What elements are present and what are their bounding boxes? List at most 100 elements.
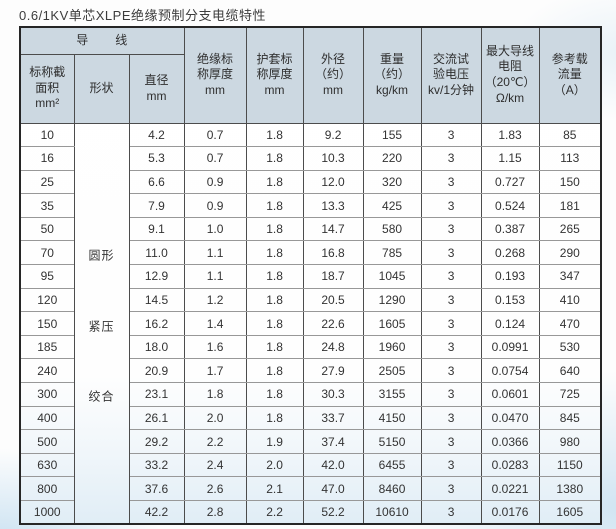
- cell-outer-diameter: 24.8: [302, 334, 364, 360]
- cell-weight: 785: [362, 240, 422, 266]
- cell-test-voltage: 3: [420, 452, 482, 478]
- cell-ampacity: 1605: [538, 500, 602, 525]
- cell-test-voltage: 3: [420, 358, 482, 384]
- cell-outer-diameter: 18.7: [302, 264, 364, 289]
- cell-diameter: 26.1: [128, 405, 185, 431]
- cell-resistance: 0.0991: [480, 334, 540, 360]
- table-row: 70 11.0 1.1 1.8 16.8 785 3 0.268 290: [19, 240, 602, 266]
- cell-diameter: 4.2: [128, 122, 185, 148]
- cell-area: 70: [19, 240, 75, 266]
- cell-area: 400: [19, 405, 75, 431]
- cell-sheath-thickness: 1.8: [245, 216, 304, 242]
- table-row: 500 29.2 2.2 1.9 37.4 5150 3 0.0366 980: [19, 429, 602, 454]
- cell-sheath-thickness: 1.8: [245, 382, 304, 407]
- cell-insulation-thickness: 0.9: [183, 193, 247, 218]
- table-row: 95 12.9 1.1 1.8 18.7 1045 3 0.193 347: [19, 264, 602, 289]
- cell-ampacity: 290: [538, 240, 602, 266]
- cell-ampacity: 265: [538, 216, 602, 242]
- table-row: 25 6.6 0.9 1.8 12.0 320 3 0.727 150: [19, 169, 602, 195]
- shape-label: 圆形: [88, 248, 115, 263]
- cell-diameter: 29.2: [128, 429, 185, 454]
- cell-diameter: 5.3: [128, 146, 185, 171]
- cell-insulation-thickness: 2.6: [183, 476, 247, 501]
- cell-weight: 3155: [362, 382, 422, 407]
- shape-label: 紧压: [88, 319, 115, 334]
- table-row: 630 33.2 2.4 2.0 42.0 6455 3 0.0283 1150: [19, 452, 602, 478]
- cell-outer-diameter: 20.5: [302, 287, 364, 313]
- header-ampacity: 参考载 流量 （A）: [538, 26, 602, 124]
- cell-test-voltage: 3: [420, 264, 482, 289]
- cell-resistance: 0.193: [480, 264, 540, 289]
- cell-area: 16: [19, 146, 75, 171]
- cell-area: 95: [19, 264, 75, 289]
- cell-ampacity: 1380: [538, 476, 602, 501]
- spec-table: 导 线 绝缘标 称厚度 mm 护套标 称厚度 mm 外径 （约） mm 重量 （…: [19, 26, 603, 526]
- cell-area: 500: [19, 429, 75, 454]
- cell-outer-diameter: 9.2: [302, 122, 364, 148]
- header-sheath-thickness: 护套标 称厚度 mm: [245, 26, 304, 124]
- table-body: 10 圆形 紧压 绞合 4.2 0.7 1.8 9.2 155 3 1.83 85 16 5.3 0.7 1.…: [19, 122, 602, 525]
- table-row: 185 18.0 1.6 1.8 24.8 1960 3 0.0991 530: [19, 334, 602, 360]
- cell-ampacity: 845: [538, 405, 602, 431]
- cell-resistance: 0.387: [480, 216, 540, 242]
- cell-weight: 8460: [362, 476, 422, 501]
- cell-test-voltage: 3: [420, 193, 482, 218]
- cell-outer-diameter: 10.3: [302, 146, 364, 171]
- cell-diameter: 18.0: [128, 334, 185, 360]
- cell-area: 150: [19, 311, 75, 336]
- cell-ampacity: 530: [538, 334, 602, 360]
- cell-ampacity: 113: [538, 146, 602, 171]
- cell-shape-merged: 圆形 紧压 绞合: [73, 122, 130, 525]
- cell-insulation-thickness: 2.8: [183, 500, 247, 525]
- header-row-sub: 标称截 面积 mm² 形状 直径 mm: [19, 53, 601, 124]
- cell-resistance: 0.268: [480, 240, 540, 266]
- cell-sheath-thickness: 1.8: [245, 146, 304, 171]
- cell-test-voltage: 3: [420, 382, 482, 407]
- cell-test-voltage: 3: [420, 146, 482, 171]
- cell-test-voltage: 3: [420, 311, 482, 336]
- cell-outer-diameter: 37.4: [302, 429, 364, 454]
- cell-area: 25: [19, 169, 75, 195]
- cell-diameter: 14.5: [128, 287, 185, 313]
- cell-resistance: 0.727: [480, 169, 540, 195]
- cell-outer-diameter: 14.7: [302, 216, 364, 242]
- cell-area: 800: [19, 476, 75, 501]
- cell-sheath-thickness: 1.8: [245, 169, 304, 195]
- cell-insulation-thickness: 1.1: [183, 240, 247, 266]
- cell-weight: 320: [362, 169, 422, 195]
- cell-resistance: 0.0283: [480, 452, 540, 478]
- cell-diameter: 12.9: [128, 264, 185, 289]
- cell-ampacity: 347: [538, 264, 602, 289]
- cell-area: 300: [19, 382, 75, 407]
- cell-outer-diameter: 12.0: [302, 169, 364, 195]
- cell-weight: 425: [362, 193, 422, 218]
- header-outer-diameter: 外径 （约） mm: [302, 26, 364, 124]
- cell-ampacity: 470: [538, 311, 602, 336]
- shape-label: 绞合: [88, 389, 115, 404]
- cell-ampacity: 181: [538, 193, 602, 218]
- cell-sheath-thickness: 2.0: [245, 452, 304, 478]
- cell-weight: 155: [362, 122, 422, 148]
- table-row: 120 14.5 1.2 1.8 20.5 1290 3 0.153 410: [19, 287, 602, 313]
- cell-weight: 580: [362, 216, 422, 242]
- cell-resistance: 0.153: [480, 287, 540, 313]
- header-max-resistance: 最大导线 电阻 （20℃） Ω/km: [480, 26, 540, 124]
- cell-area: 185: [19, 334, 75, 360]
- cell-ampacity: 640: [538, 358, 602, 384]
- cell-sheath-thickness: 2.2: [245, 500, 304, 525]
- cell-resistance: 0.524: [480, 193, 540, 218]
- cell-resistance: 0.0366: [480, 429, 540, 454]
- cell-diameter: 20.9: [128, 358, 185, 384]
- cell-weight: 1605: [362, 311, 422, 336]
- cell-diameter: 7.9: [128, 193, 185, 218]
- cell-sheath-thickness: 1.8: [245, 334, 304, 360]
- table-row: 10 圆形 紧压 绞合 4.2 0.7 1.8 9.2 155 3 1.83 85: [19, 122, 602, 525]
- cell-test-voltage: 3: [420, 169, 482, 195]
- cell-diameter: 11.0: [128, 240, 185, 266]
- cell-ampacity: 725: [538, 382, 602, 407]
- cell-outer-diameter: 16.8: [302, 240, 364, 266]
- cell-area: 630: [19, 452, 75, 478]
- cell-weight: 220: [362, 146, 422, 171]
- cell-outer-diameter: 22.6: [302, 311, 364, 336]
